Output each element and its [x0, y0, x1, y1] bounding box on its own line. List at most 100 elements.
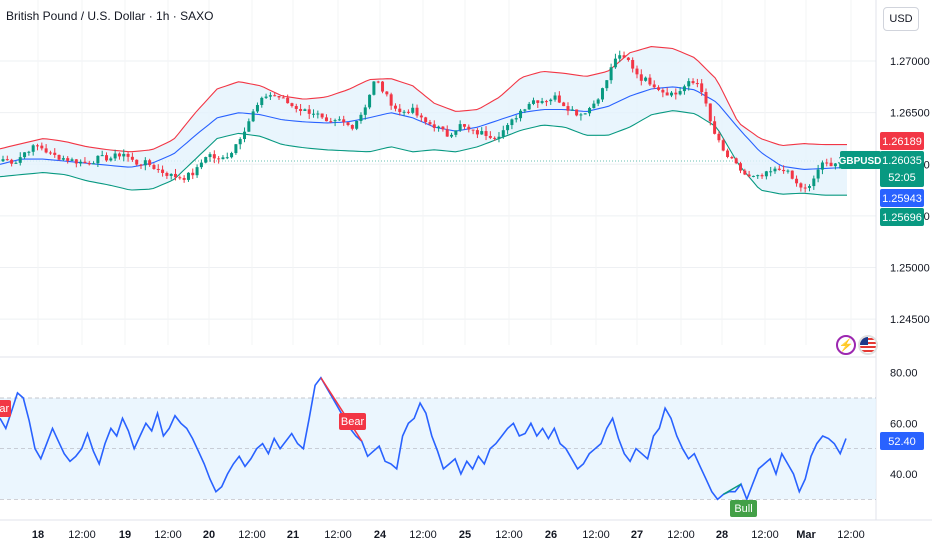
price-tick-label: 1.26500	[890, 108, 930, 120]
candle-body	[467, 126, 471, 130]
candle-body	[445, 129, 449, 137]
candle-body	[756, 175, 760, 177]
time-tick-label: 12:00	[68, 529, 96, 541]
time-tick-label: 12:00	[495, 529, 523, 541]
candle-body	[730, 156, 734, 159]
candle-body	[372, 81, 376, 95]
candle-body	[764, 171, 768, 177]
candle-body	[669, 92, 673, 96]
candle-body	[191, 172, 195, 176]
time-tick-label: Mar	[796, 529, 816, 541]
candle-body	[769, 171, 773, 173]
candle-body	[221, 157, 225, 160]
candle-body	[290, 103, 294, 107]
candle-body	[751, 175, 755, 177]
candle-body	[803, 187, 807, 189]
lightning-icon[interactable]: ⚡	[836, 335, 856, 355]
candle-body	[264, 96, 268, 98]
time-tick-label: 12:00	[837, 529, 865, 541]
candle-body	[135, 159, 139, 165]
candle-body	[66, 158, 70, 161]
upper-band-label-bg	[880, 132, 924, 150]
candle-body	[825, 162, 829, 164]
candle-body	[618, 55, 622, 59]
candle-body	[708, 103, 712, 122]
time-tick-label: 21	[287, 529, 299, 541]
candle-body	[424, 117, 428, 123]
bear-label-2-bg	[339, 413, 366, 430]
candle-body	[40, 145, 44, 149]
candle-body	[519, 110, 523, 119]
candle-body	[501, 130, 505, 137]
candle-body	[475, 130, 479, 135]
candle-body	[156, 168, 160, 170]
candle-body	[570, 109, 574, 111]
candle-body	[381, 81, 385, 92]
candle-body	[346, 122, 350, 125]
candle-body	[790, 170, 794, 179]
rsi-value-bg	[880, 432, 924, 450]
candle-body	[419, 115, 423, 118]
candle-body	[113, 153, 117, 159]
candle-body	[713, 121, 717, 134]
candle-body	[96, 155, 100, 164]
candle-body	[204, 157, 208, 163]
candle-body	[562, 102, 566, 107]
candle-body	[531, 100, 535, 104]
candle-body	[700, 83, 704, 93]
candle-body	[726, 150, 730, 157]
candle-body	[553, 95, 557, 100]
candle-body	[566, 106, 570, 111]
candle-body	[820, 162, 824, 170]
candle-body	[307, 109, 311, 114]
candle-body	[389, 94, 393, 106]
candle-body	[738, 163, 742, 171]
candle-body	[393, 105, 397, 109]
candle-body	[337, 119, 341, 121]
price-tick-label: 1.24500	[890, 314, 930, 326]
candle-body	[385, 91, 389, 95]
candle-body	[480, 131, 484, 135]
candle-body	[583, 113, 587, 115]
candle-body	[376, 81, 380, 83]
countdown-label: 52:05	[888, 172, 916, 184]
candle-body	[130, 156, 134, 160]
candle-body	[549, 99, 553, 102]
candle-body	[329, 121, 333, 123]
candle-body	[57, 154, 61, 160]
candle-body	[747, 174, 751, 177]
candle-body	[600, 88, 604, 100]
candle-body	[488, 135, 492, 138]
candle-body	[316, 113, 320, 115]
time-tick-label: 27	[631, 529, 643, 541]
candle-body	[838, 162, 842, 164]
price-labels: 1.26189 1.26035 52:05 1.25943 1.25696 GBPUSD	[839, 132, 924, 226]
candle-body	[411, 107, 415, 113]
candle-body	[174, 173, 178, 178]
candle-body	[605, 80, 609, 89]
lower-band-label-bg	[880, 208, 924, 226]
candle-body	[324, 117, 328, 122]
candle-body	[782, 169, 786, 172]
candle-body	[812, 178, 816, 187]
candle-body	[139, 164, 143, 166]
candle-body	[704, 92, 708, 104]
rsi-axis[interactable]: 80.00 60.00 40.00 52.40	[880, 368, 924, 481]
candle-body	[540, 101, 544, 103]
us-flag-icon[interactable]	[858, 335, 878, 355]
price-tick-label: 1.25000	[890, 263, 930, 275]
basis-label-bg	[880, 189, 924, 207]
chart-title: British Pound / U.S. Dollar · 1h · SAXO	[6, 9, 214, 23]
candle-body	[579, 114, 583, 116]
currency-button[interactable]: USD	[883, 7, 919, 31]
candle-body	[100, 155, 104, 157]
candle-body	[432, 124, 436, 128]
candle-body	[169, 173, 173, 176]
basis-label: 1.25943	[882, 193, 922, 205]
candle-body	[450, 134, 454, 137]
candle-body	[217, 158, 221, 160]
time-axis[interactable]: 18 12:00 19 12:00 20 12:00 21 12:00 24 12:00 25 12:…	[0, 519, 932, 541]
candle-body	[152, 165, 156, 169]
candle-body	[18, 157, 22, 163]
